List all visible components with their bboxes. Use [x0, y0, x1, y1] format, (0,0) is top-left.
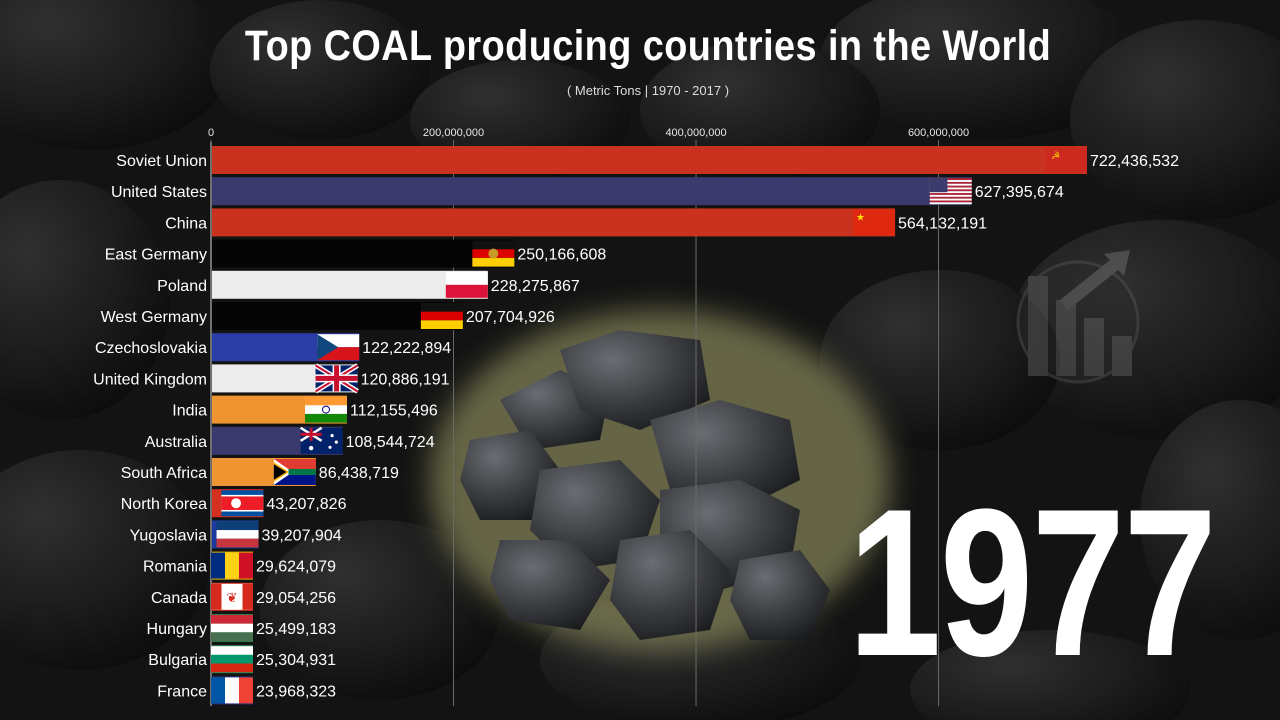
category-label: United Kingdom	[93, 371, 207, 388]
south-africa-flag	[273, 459, 316, 485]
bar-row: United States 627,395,674	[111, 177, 1064, 206]
bar-row: West Germany 207,704,926	[101, 302, 555, 330]
bar-row: South Africa 86,438,719	[121, 458, 399, 486]
coal-pile-image	[430, 310, 890, 650]
value-label: 122,222,894	[362, 340, 451, 357]
svg-text:★: ★	[856, 212, 865, 223]
value-label: 29,624,079	[256, 559, 336, 576]
x-tick-label: 400,000,000	[665, 127, 726, 139]
category-label: Czechoslovakia	[95, 340, 207, 357]
chart-title: Top COAL producing countries in the Worl…	[244, 22, 1052, 70]
year-label: 1977	[848, 465, 1217, 700]
category-label: Bulgaria	[148, 652, 207, 669]
india-flag	[304, 396, 347, 423]
value-label: 39,207,904	[262, 527, 342, 544]
svg-text:❦: ❦	[227, 591, 238, 606]
poland-flag	[445, 271, 488, 298]
value-label: 25,499,183	[256, 621, 336, 638]
romania-flag	[211, 552, 253, 579]
bar-row: Romania 29,624,079	[143, 551, 336, 580]
category-label: India	[172, 403, 207, 420]
category-label: East Germany	[105, 247, 207, 264]
bar-row: Yugoslavia 39,207,904	[130, 520, 342, 549]
bar-row: North Korea 43,207,826	[121, 489, 347, 518]
value-label: 627,395,674	[975, 184, 1064, 201]
value-label: 23,968,323	[256, 683, 336, 700]
united-states-flag	[929, 178, 972, 205]
bar-row: Bulgaria 25,304,931	[148, 645, 336, 674]
value-label: 207,704,926	[466, 309, 555, 326]
value-label: 120,886,191	[361, 371, 450, 388]
category-label: Australia	[145, 434, 207, 451]
value-label: 29,054,256	[256, 590, 336, 607]
category-label: Soviet Union	[116, 153, 207, 170]
canada-flag: ❦	[211, 583, 253, 610]
value-label: 112,155,496	[350, 403, 438, 420]
yugoslavia-flag	[216, 521, 259, 548]
bar	[212, 239, 515, 268]
united-kingdom-flag	[314, 363, 359, 394]
bar	[212, 146, 1087, 174]
category-label: United States	[111, 184, 207, 201]
west-germany-flag	[420, 303, 463, 329]
china-flag: ★	[853, 209, 896, 236]
x-tick-label: 200,000,000	[423, 127, 484, 139]
bar-row: Poland 228,275,867	[157, 270, 580, 299]
x-tick-label: 0	[208, 127, 214, 139]
chart-subtitle: ( Metric Tons | 1970 - 2017 )	[566, 83, 730, 98]
value-label: 25,304,931	[256, 652, 336, 669]
bar	[212, 208, 896, 237]
value-label: 564,132,191	[898, 215, 987, 232]
north-korea-flag	[221, 490, 264, 517]
bar-row: ☭ Soviet Union 722,436,532	[116, 146, 1179, 174]
category-label: West Germany	[101, 309, 207, 326]
bar	[212, 177, 972, 206]
bar	[212, 270, 488, 299]
bar-row: Hungary 25,499,183	[147, 614, 336, 642]
value-label: 86,438,719	[319, 465, 399, 482]
category-label: China	[165, 215, 207, 232]
x-tick-label: 600,000,000	[908, 127, 969, 139]
category-label: Yugoslavia	[130, 527, 207, 544]
east-germany-flag	[472, 240, 515, 267]
category-label: Romania	[143, 559, 207, 576]
value-label: 108,544,724	[346, 434, 435, 451]
category-label: Canada	[151, 590, 207, 607]
bar-row: ❦ Canada 29,054,256	[151, 582, 336, 611]
soviet-union-flag: ☭	[1045, 147, 1087, 173]
bar-row: Australia 108,544,724	[145, 426, 435, 455]
bbgm-logo	[1016, 250, 1140, 384]
france-flag	[211, 677, 253, 704]
category-label: North Korea	[121, 496, 207, 513]
bar-row: United Kingdom 120,886,191	[93, 363, 450, 394]
category-label: South Africa	[121, 465, 207, 482]
bar-row: ★ China 564,132,191	[165, 208, 987, 237]
hungary-flag	[211, 615, 253, 641]
bulgaria-flag	[211, 646, 253, 673]
category-label: Poland	[157, 278, 207, 295]
value-label: 43,207,826	[266, 496, 346, 513]
value-label: 250,166,608	[517, 247, 606, 264]
value-label: 228,275,867	[491, 278, 580, 295]
bar-row: France 23,968,323	[157, 676, 336, 705]
value-label: 722,436,532	[1090, 153, 1179, 170]
bar-row: Czechoslovakia 122,222,894	[95, 333, 451, 362]
bar-row: East Germany 250,166,608	[105, 239, 606, 268]
bar-row: India 112,155,496	[172, 395, 438, 424]
category-label: France	[157, 683, 207, 700]
czechoslovakia-flag	[317, 334, 360, 361]
australia-flag	[299, 426, 343, 454]
svg-text:☭: ☭	[1051, 151, 1060, 162]
category-label: Hungary	[147, 621, 207, 638]
